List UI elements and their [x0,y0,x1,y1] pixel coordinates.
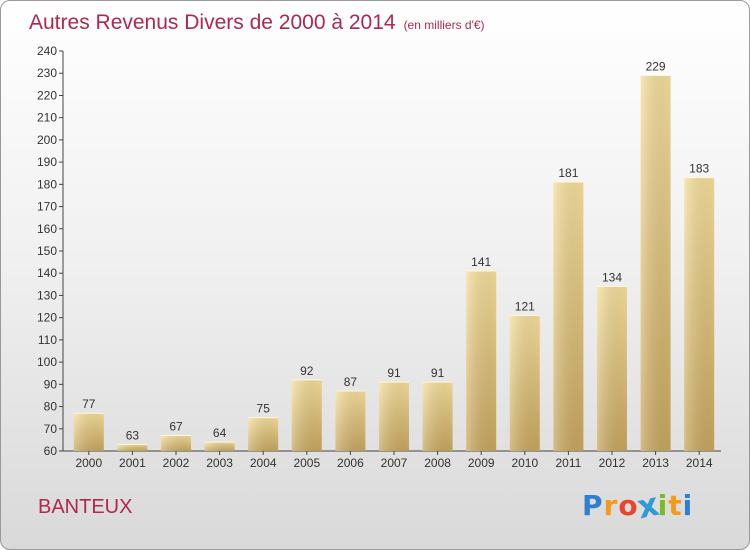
bar-group: 63 [117,428,148,451]
y-tick-label: 220 [37,88,57,102]
bar-value-label: 63 [126,428,140,442]
bar-value-label: 75 [257,402,271,416]
bar-group: 183 [684,162,715,451]
y-tick-label: 110 [38,333,57,347]
x-tick-label: 2008 [424,456,451,470]
x-tick-label: 2005 [293,456,320,470]
bar-group: 181 [553,166,584,451]
bar-group: 121 [509,299,540,451]
y-tick-label: 230 [37,66,57,80]
logo-letter: P [582,489,604,522]
y-tick-label: 120 [37,311,57,325]
bar-shade [379,382,409,451]
x-tick-label: 2014 [686,456,713,470]
y-tick-label: 150 [37,244,57,258]
y-tick-label: 90 [44,377,58,391]
bar-group: 91 [379,366,409,451]
bar-value-label: 181 [558,166,578,180]
y-tick-label: 100 [37,355,57,369]
bar-shade [597,286,627,451]
bar-value-label: 64 [213,426,227,440]
x-tick-label: 2013 [642,456,669,470]
bar-value-label: 183 [689,162,709,176]
bar-shade [73,413,104,451]
y-tick-label: 170 [37,200,57,214]
x-tick-label: 2012 [599,456,626,470]
y-tick-label: 130 [37,288,57,302]
x-tick-label: 2000 [75,456,102,470]
bar-shade [509,315,540,451]
chart-subtitle: (en milliers d'€) [403,18,485,32]
commune-name: BANTEUX [38,496,133,518]
x-tick-label: 2009 [468,456,495,470]
logo-letter: i [657,489,669,522]
bar-shade [466,271,497,451]
bar-group: 92 [291,364,322,451]
bar-value-label: 134 [602,271,622,285]
y-tick-label: 190 [37,155,57,169]
chart-title: Autres Revenus Divers de 2000 à 2014 [29,11,396,34]
bar-value-label: 87 [344,375,358,389]
bar-group: 77 [73,397,104,451]
bar-value-label: 141 [471,255,491,269]
bar-value-label: 229 [646,59,666,73]
y-tick-label: 210 [37,111,57,125]
y-tick-label: 140 [37,266,57,280]
x-tick-label: 2001 [119,456,146,470]
bar-group: 134 [597,271,627,451]
bar-shade [161,435,191,451]
y-tick-label: 180 [37,177,57,191]
x-tick-label: 2003 [206,456,233,470]
bar-group: 75 [248,402,279,451]
y-tick-label: 240 [37,44,57,58]
bar-shade [684,177,715,451]
x-tick-label: 2007 [381,456,408,470]
proxiti-logo: Proxiti [582,485,694,527]
x-tick-label: 2006 [337,456,364,470]
y-tick-label: 60 [44,444,58,458]
bar-shade [640,75,671,451]
bar-group: 229 [640,59,671,451]
bar-shade [248,417,279,451]
bar-shade [553,182,584,451]
logo-letter: o [618,489,639,522]
x-tick-label: 2004 [250,456,277,470]
bar-value-label: 91 [431,366,445,380]
logo-letter: r [603,489,619,522]
bar-shade [335,391,366,451]
bar-group: 67 [161,419,191,451]
bar-value-label: 121 [515,299,535,313]
logo-letter: t [668,489,683,522]
bar-value-label: 91 [387,366,401,380]
x-tick-label: 2002 [163,456,190,470]
bar-value-label: 67 [169,419,183,433]
title-row: Autres Revenus Divers de 2000 à 2014 (en … [29,11,485,35]
x-tick-label: 2010 [511,456,538,470]
bar-shade [291,379,322,451]
bar-group: 91 [422,366,453,451]
bar-shade [117,444,148,451]
bar-value-label: 77 [82,397,96,411]
bar-group: 64 [204,426,235,451]
x-tick-label: 2011 [555,456,581,470]
y-tick-label: 160 [37,222,57,236]
bar-group: 141 [466,255,497,451]
y-tick-label: 200 [37,133,57,147]
y-tick-label: 70 [44,422,58,436]
bar-group: 87 [335,375,366,451]
bar-shade [204,442,235,451]
y-tick-label: 80 [44,400,58,414]
bar-value-label: 92 [300,364,314,378]
logo-letter: i [682,489,694,522]
bars: 77 63 67 64 75 92 87 91 91 141 121 181 134 229 183 [73,59,715,451]
bar-shade [422,382,453,451]
